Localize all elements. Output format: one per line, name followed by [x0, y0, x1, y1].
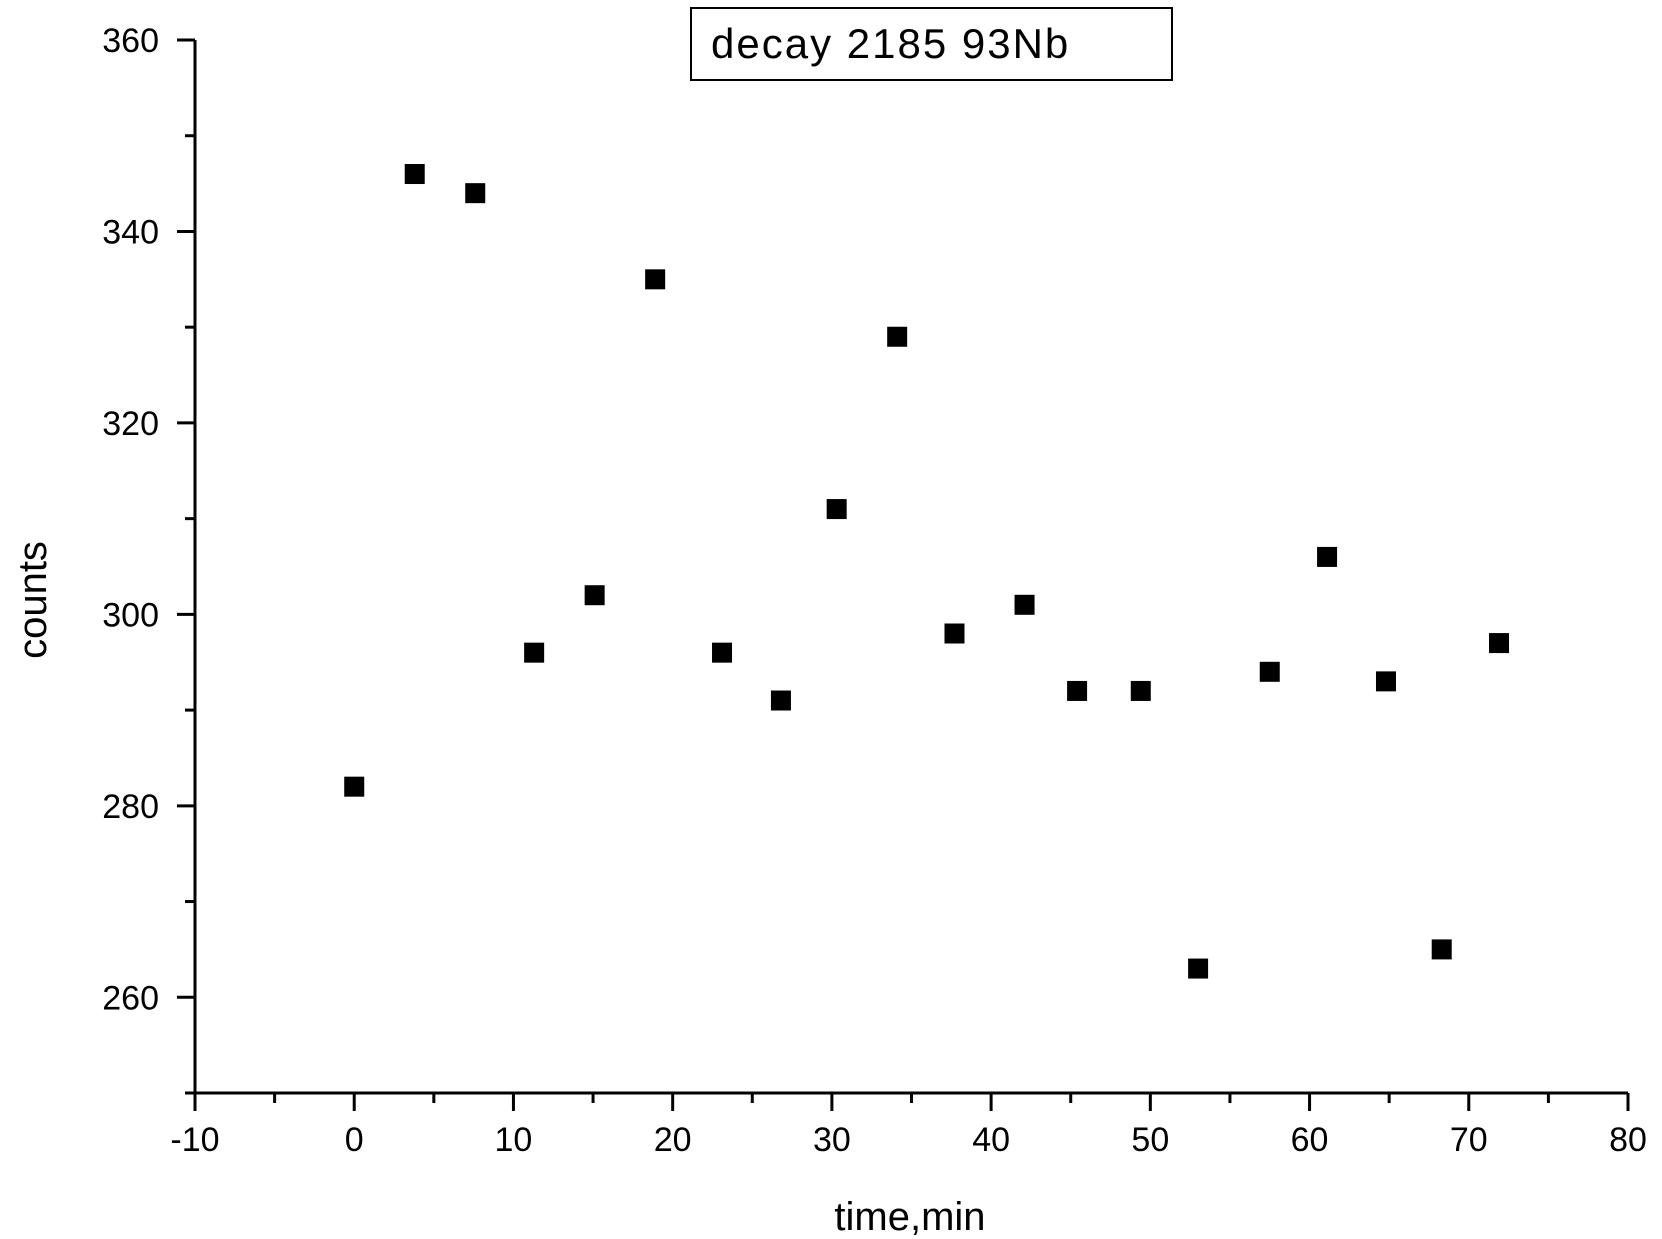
x-tick-label: 70	[1450, 1121, 1488, 1159]
data-point	[1317, 546, 1338, 567]
x-tick-label: 80	[1609, 1121, 1647, 1159]
y-tick-label: 280	[102, 788, 159, 826]
y-tick-label: 260	[102, 979, 159, 1017]
data-point	[1067, 680, 1088, 701]
x-ticks: -10 0 10 20 30 40 50 60 70 80	[170, 1093, 1647, 1159]
y-tick-label: 300	[102, 596, 159, 634]
x-tick-label: -10	[170, 1121, 219, 1159]
x-tick-label: 20	[654, 1121, 692, 1159]
y-tick-label: 360	[102, 22, 159, 60]
data-point	[344, 776, 365, 797]
plot-area: 260 280 300 320 340 360 -10 0 10 20 30 40 50 60 70 80	[102, 22, 1647, 1159]
data-point	[944, 623, 965, 644]
data-point	[1014, 594, 1035, 615]
x-tick-label: 50	[1131, 1121, 1169, 1159]
x-tick-label: 10	[495, 1121, 533, 1159]
data-point	[1431, 939, 1452, 960]
legend-label: decay 2185 93Nb	[711, 20, 1070, 67]
y-tick-label: 340	[102, 213, 159, 251]
legend: decay 2185 93Nb	[690, 7, 1173, 81]
data-point	[770, 690, 791, 711]
legend-box	[690, 7, 1173, 81]
x-tick-label: 30	[813, 1121, 851, 1159]
data-point	[645, 269, 666, 290]
data-point	[1130, 680, 1151, 701]
y-tick-label: 320	[102, 405, 159, 443]
scatter-points	[344, 164, 1510, 979]
x-tick-label: 0	[345, 1121, 364, 1159]
x-tick-label: 40	[972, 1121, 1010, 1159]
data-point	[584, 585, 605, 606]
data-point	[404, 164, 425, 185]
data-point	[465, 183, 486, 204]
x-axis-title: time,min	[834, 1195, 985, 1239]
y-ticks: 260 280 300 320 340 360	[102, 22, 195, 1095]
data-point	[1188, 958, 1209, 979]
data-point	[887, 326, 908, 347]
data-point	[712, 642, 733, 663]
data-point	[524, 642, 545, 663]
x-tick-label: 60	[1291, 1121, 1329, 1159]
y-axis-title: counts	[11, 541, 55, 659]
data-point	[826, 499, 847, 520]
data-point	[1259, 661, 1280, 682]
data-point	[1489, 633, 1510, 654]
data-point	[1375, 671, 1396, 692]
